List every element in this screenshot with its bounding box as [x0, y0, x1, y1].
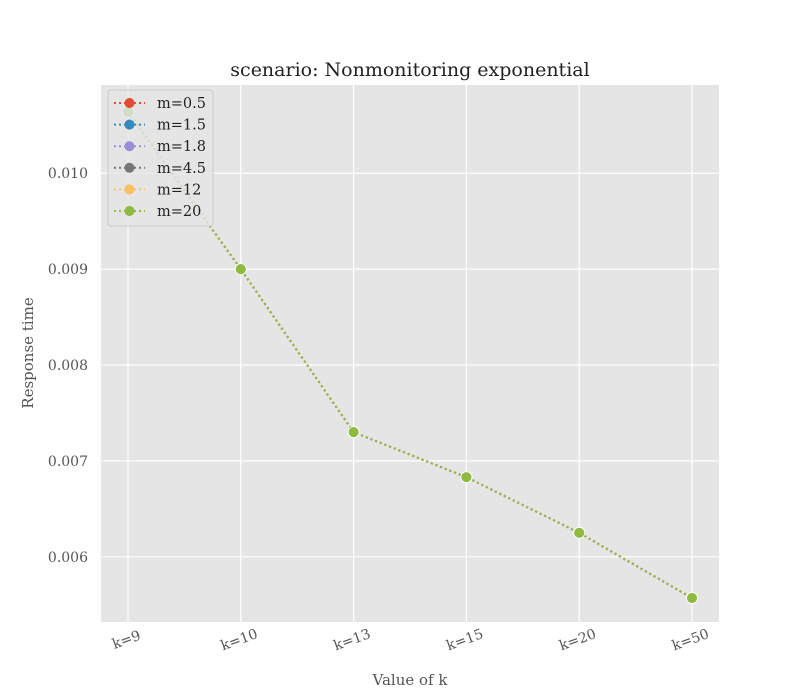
series-lines: [122, 105, 698, 604]
legend-label: m=1.8: [157, 139, 206, 155]
x-tick-label: k=50: [670, 626, 711, 654]
legend-item: m=20: [114, 204, 201, 220]
y-tick-label: 0.009: [48, 262, 88, 278]
y-tick-label: 0.006: [48, 550, 88, 566]
legend: m=0.5 m=1.5 m=1.8 m=4.5 m=12 m=20: [107, 89, 214, 227]
y-tick-label: 0.008: [48, 358, 88, 374]
legend-label: m=1.5: [157, 118, 206, 134]
x-axis-ticks: k=9 k=10 k=13 k=15 k=20 k=50: [110, 626, 711, 654]
x-tick-label: k=13: [332, 626, 373, 654]
legend-marker: [124, 98, 135, 108]
x-tick-label: k=15: [444, 626, 485, 654]
data-point: [573, 526, 586, 539]
x-tick-label: k=20: [557, 626, 598, 654]
legend-marker: [124, 184, 135, 195]
x-axis-label: Value of k: [372, 671, 449, 689]
legend-item: m=1.8: [114, 139, 206, 155]
data-point: [234, 263, 247, 276]
data-point: [347, 426, 360, 439]
legend-marker: [124, 141, 135, 152]
legend-item: m=12: [114, 182, 201, 198]
chart-title: scenario: Nonmonitoring exponential: [230, 59, 589, 81]
legend-label: m=12: [157, 182, 201, 198]
x-tick-label: k=9: [110, 628, 143, 653]
legend-label: m=4.5: [157, 161, 206, 177]
legend-item: m=4.5: [114, 161, 206, 177]
legend-marker: [124, 119, 135, 130]
y-axis-ticks: 0.006 0.007 0.008 0.009 0.010: [48, 166, 88, 566]
data-point: [460, 471, 473, 484]
legend-marker: [124, 162, 135, 173]
legend-marker: [124, 206, 135, 216]
legend-item: m=1.5: [114, 118, 206, 134]
legend-label: m=20: [157, 204, 201, 220]
y-axis-label: Response time: [19, 297, 37, 409]
y-tick-label: 0.010: [48, 166, 88, 182]
x-tick-label: k=10: [219, 626, 260, 654]
legend-label: m=0.5: [157, 96, 206, 112]
y-tick-label: 0.007: [48, 454, 88, 470]
data-point: [686, 592, 698, 604]
series-line: [127, 111, 693, 599]
grid-lines: [101, 85, 719, 622]
legend-item: m=0.5: [114, 96, 206, 112]
